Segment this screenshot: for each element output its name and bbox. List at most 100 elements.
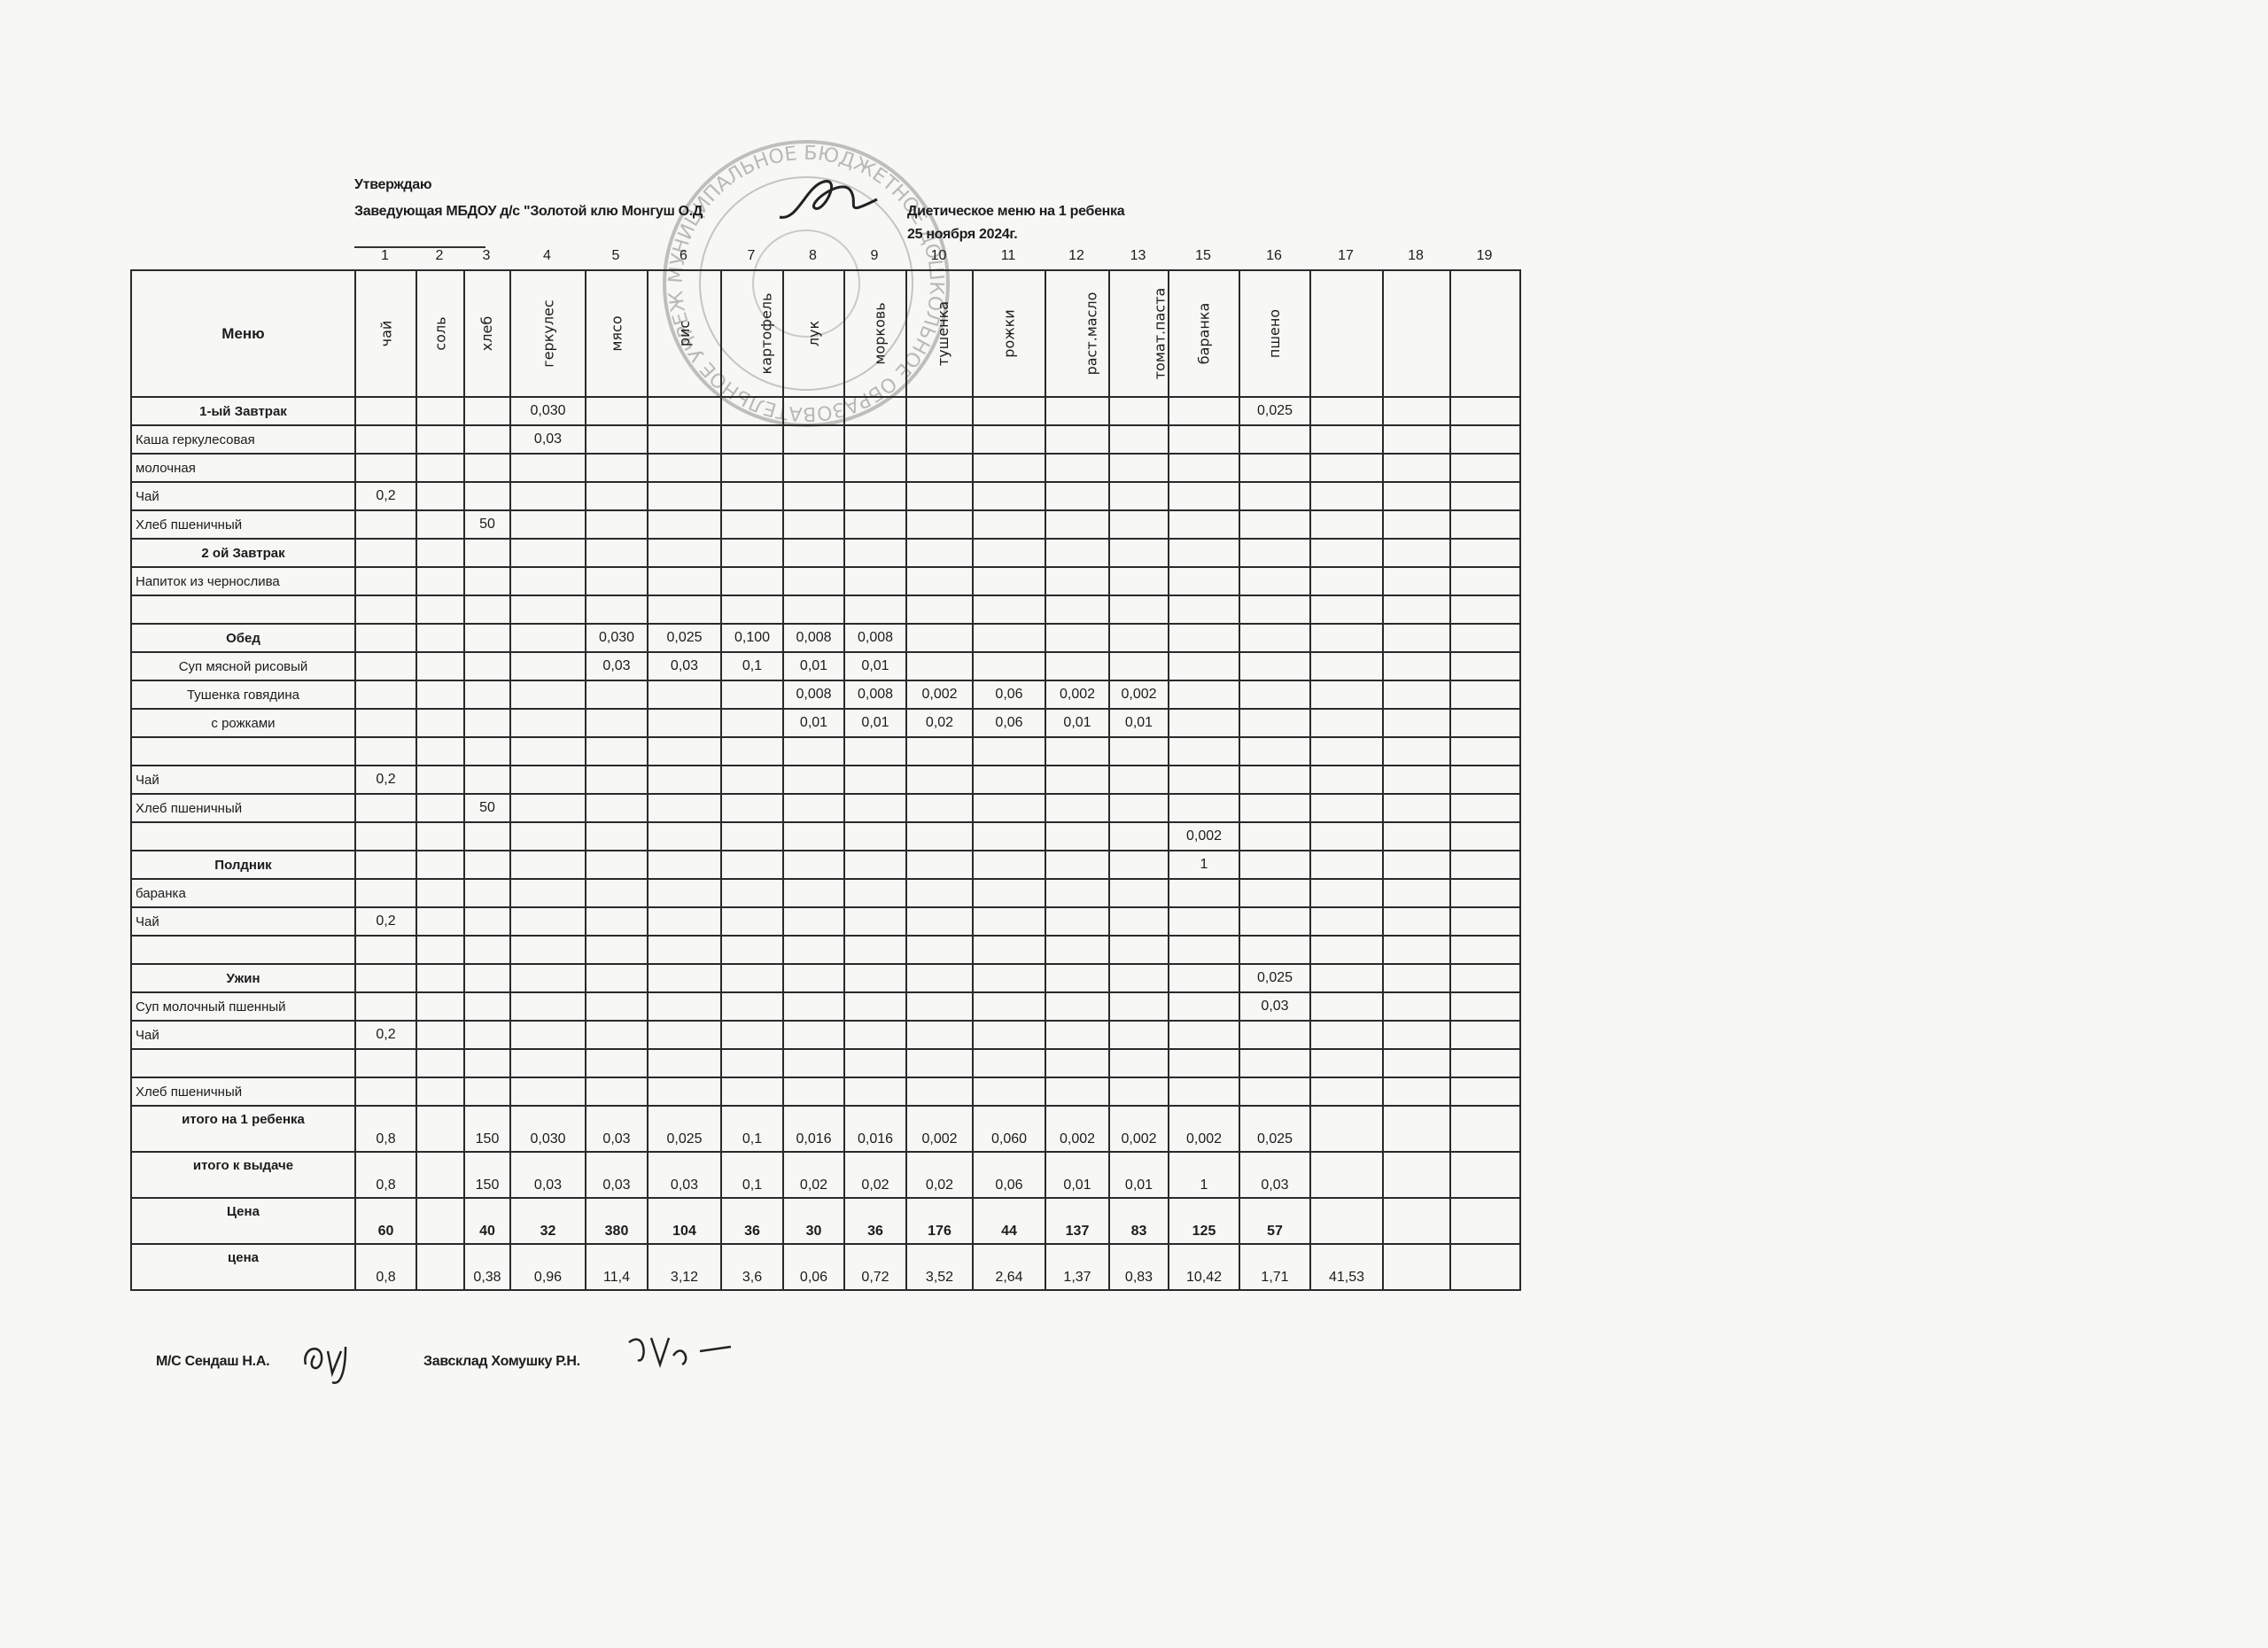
table-cell — [843, 424, 907, 455]
table-cell — [509, 850, 586, 880]
table-cell — [1309, 424, 1384, 455]
table-cell — [843, 595, 907, 625]
table-cell — [1449, 538, 1521, 568]
table-cell — [1108, 396, 1169, 426]
table-cell — [843, 566, 907, 596]
table-cell — [354, 850, 417, 880]
table-cell — [972, 651, 1046, 681]
table-cell — [843, 453, 907, 483]
row-label: Цена — [130, 1197, 356, 1245]
row-label: цена — [130, 1243, 356, 1291]
table-row — [130, 595, 1521, 625]
table-cell — [509, 991, 586, 1022]
table-cell — [720, 396, 784, 426]
table-cell — [647, 481, 722, 511]
table-cell — [1309, 509, 1384, 540]
table-cell — [1045, 595, 1110, 625]
table-cell — [1382, 1243, 1451, 1291]
table-cell — [416, 878, 465, 908]
table-cell — [1449, 765, 1521, 795]
table-cell — [463, 538, 511, 568]
table-cell — [972, 396, 1046, 426]
table-cell — [905, 935, 974, 965]
table-cell — [1168, 595, 1240, 625]
table-cell — [416, 623, 465, 653]
table-cell — [1382, 481, 1451, 511]
table-cell: 0,06 — [972, 680, 1046, 710]
table-cell — [1168, 424, 1240, 455]
table-cell — [354, 1048, 417, 1078]
table-cell — [1449, 1243, 1521, 1291]
column-number: 2 — [435, 248, 444, 263]
table-row: Тушенка говядина 0,008 0,008 0,002 0,06 0,002… — [130, 680, 1521, 710]
table-cell — [1045, 850, 1110, 880]
table-cell — [905, 651, 974, 681]
column-header-label: соль — [431, 315, 449, 351]
table-cell — [1382, 963, 1451, 993]
table-cell — [1382, 736, 1451, 766]
row-label: Суп мясной рисовый — [130, 651, 356, 681]
table-cell — [354, 1077, 417, 1107]
table-cell — [647, 850, 722, 880]
table-cell — [905, 424, 974, 455]
table-cell — [509, 481, 586, 511]
table-cell — [1449, 1197, 1521, 1245]
table-cell: 0,1 — [720, 1105, 784, 1153]
table-cell — [1309, 963, 1384, 993]
table-cell — [720, 708, 784, 738]
column-number: 9 — [870, 248, 879, 263]
table-cell — [1108, 1020, 1169, 1050]
table-cell — [416, 424, 465, 455]
table-cell — [585, 935, 649, 965]
table-cell — [905, 906, 974, 937]
table-cell — [1309, 623, 1384, 653]
table-cell: 0,060 — [972, 1105, 1046, 1153]
row-label: Тушенка говядина — [130, 680, 356, 710]
table-cell: 0,03 — [509, 424, 586, 455]
table-cell — [1239, 708, 1311, 738]
table-cell — [1449, 1020, 1521, 1050]
row-label — [130, 935, 356, 965]
table-cell — [354, 651, 417, 681]
table-cell — [1045, 935, 1110, 965]
table-cell — [509, 1077, 586, 1107]
table-cell — [1168, 736, 1240, 766]
table-cell — [782, 736, 845, 766]
table-cell — [647, 1020, 722, 1050]
column-header-label: пшено — [1266, 308, 1284, 358]
table-cell — [416, 708, 465, 738]
table-cell: 1,71 — [1239, 1243, 1311, 1291]
table-cell: 150 — [463, 1151, 511, 1199]
table-cell: 0,2 — [354, 765, 417, 795]
table-cell — [905, 991, 974, 1022]
row-label — [130, 736, 356, 766]
table-cell — [905, 453, 974, 483]
table-cell — [416, 793, 465, 823]
table-cell — [354, 396, 417, 426]
table-cell: 0,025 — [1239, 396, 1311, 426]
table-cell — [1382, 623, 1451, 653]
table-cell: 0,002 — [1045, 1105, 1110, 1153]
table-cell — [647, 566, 722, 596]
row-label: 1-ый Завтрак — [130, 396, 356, 426]
table-cell — [972, 765, 1046, 795]
table-cell — [354, 935, 417, 965]
table-cell — [782, 396, 845, 426]
table-cell: 1 — [1168, 1151, 1240, 1199]
table-cell — [1382, 793, 1451, 823]
table-cell — [782, 595, 845, 625]
table-cell: 0,96 — [509, 1243, 586, 1291]
table-cell — [1045, 453, 1110, 483]
table-row: 0,002 — [130, 821, 1521, 851]
table-cell — [1382, 680, 1451, 710]
table-cell — [972, 991, 1046, 1022]
table-cell — [1309, 453, 1384, 483]
table-cell — [720, 424, 784, 455]
row-label — [130, 595, 356, 625]
table-cell — [1045, 396, 1110, 426]
table-cell — [509, 963, 586, 993]
table-cell: 176 — [905, 1197, 974, 1245]
table-cell — [1382, 991, 1451, 1022]
table-row: Суп мясной рисовый 0,03 0,03 0,1 0,01 0,01 — [130, 651, 1521, 681]
table-cell — [354, 623, 417, 653]
